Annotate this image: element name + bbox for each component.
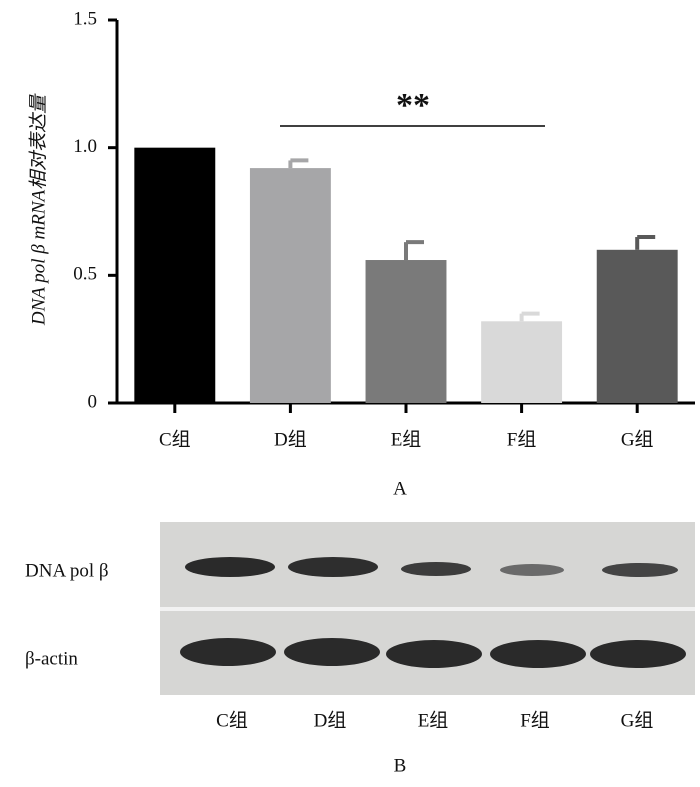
lane-label: E组 [418,709,449,731]
x-tick-label: F组 [507,428,537,450]
bar [249,168,331,403]
band [185,557,275,577]
row-label: β-actin [25,648,78,669]
bar [365,260,447,403]
band [590,640,686,668]
lane-label: G组 [621,709,654,731]
bar [481,321,563,403]
x-tick-label: G组 [621,428,654,450]
band [602,563,678,577]
panel-caption: B [394,755,407,776]
y-tick-label: 0 [88,391,98,412]
y-tick-label: 1.0 [73,136,97,157]
row-label: DNA pol β [25,560,109,581]
blot-separator [160,607,695,611]
bar [596,249,678,403]
y-tick-label: 1.5 [73,8,97,29]
band [288,557,378,577]
band [500,564,564,576]
y-axis-label: DNA pol β mRNA相对表达量 [28,93,49,326]
band [386,640,482,668]
bar [134,147,216,403]
significance-label: ** [396,87,430,124]
x-tick-label: D组 [274,428,307,450]
y-tick-label: 0.5 [73,264,97,285]
band [180,638,276,666]
blot-panel: DNA pol β β-actin C组 D组 E组 F组 G组 B [25,522,695,776]
lane-label: D组 [314,709,347,731]
band [401,562,471,576]
x-tick-label: E组 [391,428,422,450]
x-axis-label: A [393,478,407,499]
band [490,640,586,668]
lane-label: F组 [520,709,550,731]
band [284,638,380,666]
x-tick-label: C组 [159,428,191,450]
lane-label: C组 [216,709,248,731]
